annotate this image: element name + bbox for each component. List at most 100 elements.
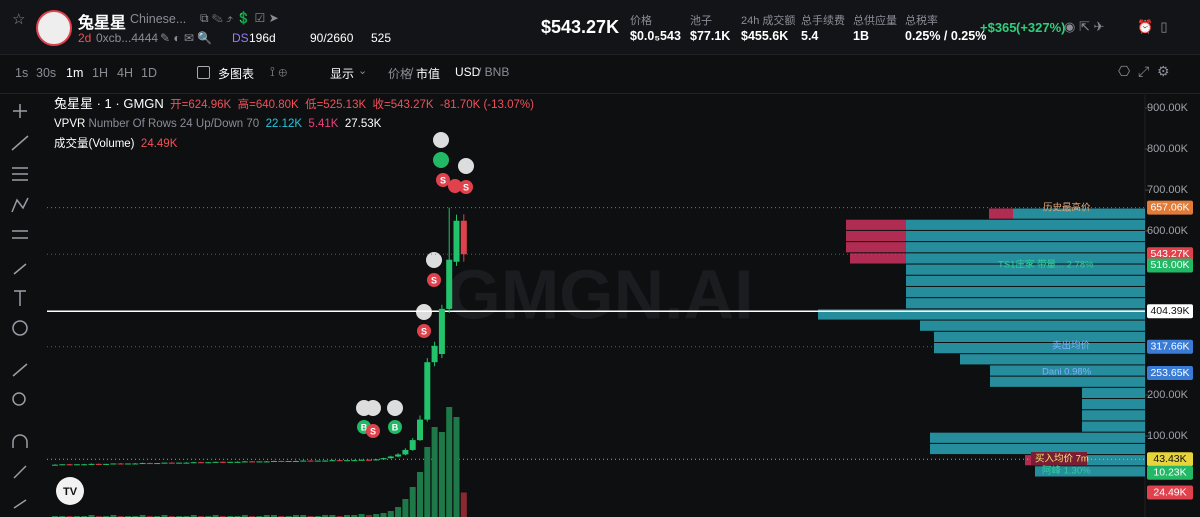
chart-toolbar: 多图表 ⟟ ⊕ 显示 ⌄ 价格 / 市值 USD / BNB ⎔ ⤢ ⚙ [0, 55, 1200, 94]
price-tag [1147, 258, 1193, 273]
svg-text:B: B [361, 422, 368, 432]
stat-value: $0.0₅543 [630, 29, 681, 43]
vpvr-params: Number Of Rows 24 Up/Down 70 [88, 118, 260, 130]
stat-value: 0.25% / 0.25% [905, 29, 987, 43]
vpvr-up [1013, 208, 1145, 219]
vpvr-down [1025, 455, 1035, 466]
svg-text:S: S [440, 175, 446, 185]
timeframe[interactable]: 1m [66, 66, 84, 80]
holders: 90/2660 [310, 31, 354, 45]
bnb-toggle[interactable]: / BNB [478, 65, 510, 79]
display-menu[interactable]: 显示 [330, 67, 355, 81]
mcap-toggle[interactable]: 市值 [416, 67, 441, 81]
chart-actions[interactable]: ⎔ ⤢ ⚙ [1118, 63, 1170, 79]
y-tick-label: 700.00K [1147, 184, 1189, 196]
ds-age: 196d [249, 31, 276, 45]
views: 525 [371, 31, 392, 45]
drawing-tools[interactable] [11, 104, 29, 509]
volume-bar [387, 511, 394, 517]
price-tag [1147, 200, 1193, 215]
candle-body [125, 463, 131, 465]
timeframe[interactable]: 1s [15, 66, 29, 80]
candle-body [256, 461, 263, 463]
volume-bar [373, 514, 380, 517]
candle-body [460, 220, 467, 255]
volume-bar [344, 515, 350, 517]
vpvr-up [906, 286, 1145, 298]
trade-markers: S S S S B S B [356, 132, 474, 438]
indicator-icon[interactable]: ⟟ ⊕ [270, 64, 287, 79]
volume-bar [395, 507, 402, 517]
vpvr-up [906, 219, 1145, 230]
volume-bar [263, 515, 270, 517]
candle-body [263, 461, 270, 463]
annotation: 买入均价 7m [1035, 453, 1089, 465]
candle-body [59, 464, 66, 466]
volume-bar [212, 515, 219, 517]
header-icons[interactable]: ⧉ ✎ ⤴ 💲 ☑ ➤ [200, 11, 279, 25]
volume-bar [409, 487, 416, 517]
favorite-star[interactable]: ☆ [12, 11, 26, 28]
pnl: +$365 [980, 20, 1017, 35]
timeframe[interactable]: 30s [36, 66, 57, 80]
svg-text:B: B [392, 422, 399, 432]
volume-bar [438, 432, 445, 517]
volume-bar [351, 515, 358, 517]
token-address[interactable]: 0xcb...4444 [96, 31, 159, 45]
candle-body [103, 463, 110, 465]
multi-chart[interactable]: 多图表 [218, 67, 255, 81]
candle-body [373, 459, 380, 461]
price-tag-label: 24.49K [1153, 486, 1186, 498]
token-logo [36, 10, 72, 46]
volume-bar [271, 515, 277, 517]
volume-bar [460, 492, 467, 517]
annotation-bg [1031, 452, 1087, 465]
volume-bar [446, 407, 453, 517]
candle-body [66, 464, 73, 466]
stat-value: 5.4 [801, 29, 819, 43]
token-name: 兔星星 [78, 15, 127, 32]
candle-body [395, 454, 402, 457]
timeframe[interactable]: 1D [141, 66, 157, 80]
window-actions[interactable]: ⏰ ▯ [1137, 19, 1168, 34]
checkbox[interactable] [197, 66, 210, 79]
svg-text:S: S [370, 426, 376, 436]
header-actions[interactable]: ◉ ⇱ ✈ [1064, 19, 1105, 34]
price-toggle[interactable]: 价格 [388, 67, 413, 81]
candle-body [205, 462, 212, 464]
vpvr-up [906, 242, 1145, 253]
candle-body [453, 220, 460, 262]
vpvr-row: VPVR Number Of Rows 24 Up/Down 70 22.12K… [54, 114, 534, 134]
vpvr-up [1082, 410, 1145, 421]
price-tag-label: 253.65K [1150, 367, 1189, 379]
annotation: 历史最高价 [1043, 202, 1091, 214]
vpvr-down [846, 242, 906, 253]
vpvr-up [990, 376, 1145, 387]
candle-body [110, 463, 117, 465]
volume-bar [424, 447, 431, 517]
market-cap: $543.27K [541, 17, 620, 37]
vpvr-up [906, 253, 1145, 264]
change: -81.70K (-13.07%) [439, 99, 534, 111]
candle-body [154, 463, 161, 465]
candle-body [161, 462, 168, 464]
watermark: GMGN.AI [446, 255, 753, 333]
vpvr-up [906, 230, 1145, 242]
vpvr-up [1082, 421, 1145, 432]
y-tick-label: 100.00K [1147, 430, 1189, 442]
stat-value: $77.1K [690, 29, 731, 43]
timeframe[interactable]: 1H [92, 66, 108, 80]
candle-body [52, 464, 58, 466]
vpvr-up [1082, 399, 1145, 410]
candle-body [176, 462, 183, 464]
y-tick-label: 800.00K [1147, 143, 1189, 155]
usd-toggle[interactable]: USD [455, 65, 481, 79]
timeframe[interactable]: 4H [117, 66, 133, 80]
y-tick-label: 600.00K [1147, 225, 1189, 237]
candle-body [402, 449, 409, 455]
candle-body [234, 461, 241, 463]
annotation: Dani 0.98% [1042, 367, 1092, 378]
vpvr-up [930, 443, 1145, 455]
social-icons[interactable]: ✎ ◐ ✉ 🔍 [160, 31, 213, 45]
